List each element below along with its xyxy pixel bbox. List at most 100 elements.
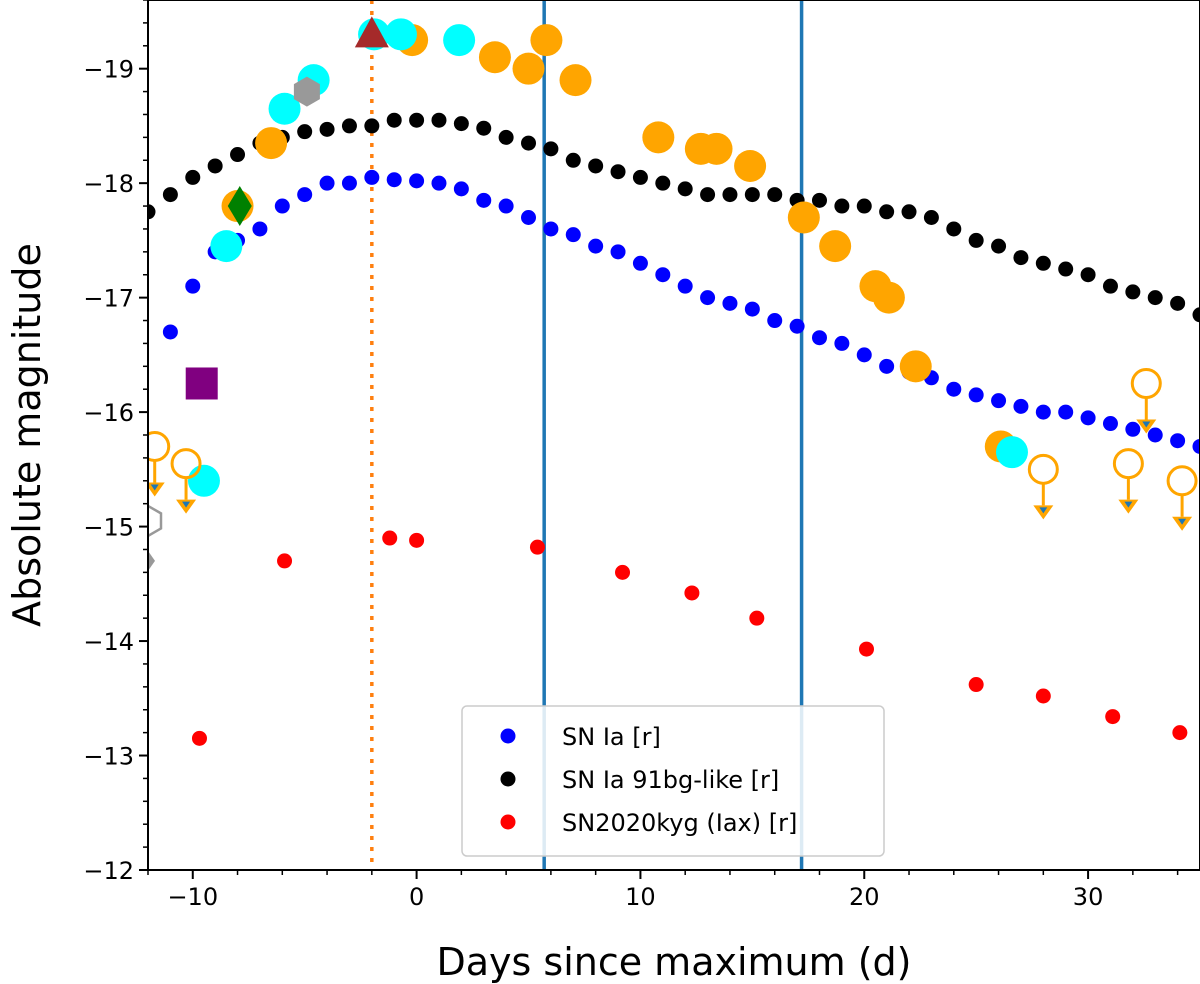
x-tick-label-4: 30 (1073, 883, 1104, 911)
point-s1-1 (162, 187, 178, 203)
point-s0-16 (521, 210, 537, 225)
point-s3-6 (559, 64, 592, 97)
point-s1-22 (632, 169, 648, 185)
point-s2-2 (382, 530, 398, 546)
point-s3-10 (734, 149, 767, 182)
y-axis-title: Absolute magnitude (5, 243, 49, 627)
upper-limit-circle-4 (1130, 367, 1162, 399)
upper-limit-5 (1166, 465, 1198, 531)
point-s1-16 (498, 129, 514, 145)
upper-limit-arrow-inner-0 (150, 484, 159, 491)
point-s1-8 (319, 121, 335, 137)
point-s1-36 (946, 221, 962, 237)
point-s1-35 (923, 210, 939, 225)
legend-marker-2 (500, 814, 516, 830)
point-s1-27 (744, 187, 760, 203)
point-s0-27 (767, 313, 783, 329)
point-s1-40 (1035, 255, 1051, 271)
point-s3-11 (787, 201, 820, 234)
point-s1-3 (207, 158, 223, 174)
point-s1-25 (700, 187, 716, 203)
point-s3-7 (642, 121, 675, 154)
point-s0-32 (879, 358, 895, 374)
legend-label-0: SN Ia [r] (562, 723, 661, 751)
point-s1-44 (1125, 284, 1141, 300)
point-s4-5 (384, 18, 417, 51)
point-s0-25 (722, 295, 738, 311)
point-s0-7 (319, 175, 335, 191)
point-s1-46 (1170, 295, 1186, 311)
x-tick-label-3: 20 (849, 883, 880, 911)
point-s1-23 (655, 175, 671, 191)
point-s0-18 (565, 227, 581, 243)
point-s4-0 (187, 464, 220, 497)
legend-box (461, 705, 885, 857)
point-s0-46 (1192, 438, 1200, 454)
point-s1-19 (565, 152, 581, 168)
point-s1-18 (543, 141, 559, 157)
point-s2-7 (749, 610, 765, 626)
point-s1-32 (856, 198, 872, 214)
marker-diamond-1 (227, 186, 252, 227)
point-s4-6 (443, 24, 476, 57)
point-s0-43 (1125, 421, 1141, 437)
point-s0-23 (677, 278, 693, 294)
point-s0-35 (946, 381, 962, 397)
point-s0-38 (1013, 398, 1029, 414)
point-s1-42 (1080, 267, 1096, 283)
point-s4-7 (995, 436, 1028, 469)
marker-hexagon-2 (293, 76, 320, 107)
point-s0-10 (386, 172, 402, 188)
upper-limit-4 (1130, 367, 1162, 434)
point-s2-1 (277, 553, 293, 569)
point-s1-12 (409, 112, 425, 128)
point-s2-6 (684, 585, 700, 601)
point-s1-38 (991, 238, 1007, 254)
point-s0-45 (1170, 433, 1186, 449)
x-axis-title: Days since maximum (d) (436, 940, 911, 984)
point-s1-28 (767, 187, 783, 203)
legend-label-1: SN Ia 91bg-like [r] (562, 766, 779, 794)
x-tick-label-1: 0 (409, 883, 424, 911)
y-tick-label-5: −17 (83, 285, 134, 313)
point-s0-15 (498, 198, 514, 214)
upper-limit-circle-5 (1166, 465, 1198, 497)
point-s3-1 (255, 127, 288, 160)
point-s1-13 (431, 112, 447, 128)
upper-limit-arrow-inner-5 (1178, 518, 1187, 525)
point-s1-2 (185, 169, 201, 185)
point-s0-1 (185, 278, 201, 294)
point-s3-15 (899, 350, 932, 383)
point-s1-31 (834, 198, 850, 214)
point-s0-40 (1058, 404, 1074, 420)
point-s1-37 (968, 232, 984, 248)
upper-limit-3 (1112, 448, 1144, 514)
upper-limit-2 (1027, 453, 1059, 520)
marker-triangle-3 (354, 16, 389, 48)
upper-limit-arrow-inner-2 (1039, 507, 1048, 514)
point-s0-11 (409, 173, 425, 189)
upper-limit-arrow-inner-4 (1142, 421, 1151, 428)
point-s1-24 (677, 181, 693, 197)
point-s0-24 (700, 290, 716, 306)
point-s1-43 (1102, 278, 1118, 294)
point-s3-3 (478, 41, 511, 74)
point-s2-8 (858, 641, 874, 657)
point-s1-17 (521, 135, 537, 151)
point-s0-21 (632, 255, 648, 271)
point-s2-5 (615, 564, 631, 580)
point-s0-39 (1035, 404, 1051, 420)
upper-limit-arrow-inner-3 (1124, 501, 1133, 508)
point-s1-41 (1058, 261, 1074, 277)
point-s0-28 (789, 318, 805, 334)
point-s3-12 (819, 230, 852, 263)
point-s1-7 (297, 124, 313, 140)
point-s2-4 (529, 539, 545, 555)
point-s0-20 (610, 244, 626, 260)
point-s0-13 (453, 181, 469, 197)
point-s1-47 (1192, 307, 1200, 323)
x-tick-label-0: −10 (167, 883, 218, 911)
point-s0-5 (274, 198, 290, 214)
point-s1-30 (811, 192, 827, 208)
